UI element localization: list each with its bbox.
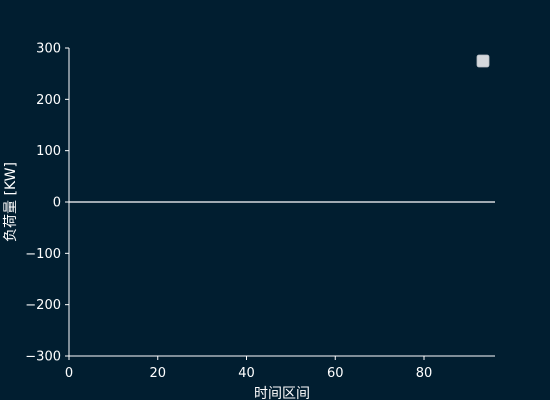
y-tick-label: 300	[36, 42, 61, 57]
x-tick-label: 0	[65, 366, 73, 381]
y-tick-label: −300	[25, 350, 61, 365]
x-axis-title: 时间区间	[254, 386, 310, 400]
y-tick-label: 0	[53, 196, 61, 211]
y-tick-label: 200	[36, 93, 61, 108]
y-tick-label: −100	[25, 247, 61, 262]
axes: −300 −200 −100 0 100 200 300 0 20 40 60 80	[25, 42, 495, 382]
x-tick-label: 60	[327, 366, 344, 381]
x-tick-label: 80	[416, 366, 433, 381]
y-axis-title: 负荷量 [KW]	[3, 162, 19, 242]
legend-swatch	[477, 55, 489, 67]
y-tick-label: 100	[36, 144, 61, 159]
y-tick-label: −200	[25, 298, 61, 313]
legend	[477, 55, 489, 67]
x-tick-label: 40	[238, 366, 255, 381]
x-tick-label: 20	[149, 366, 166, 381]
